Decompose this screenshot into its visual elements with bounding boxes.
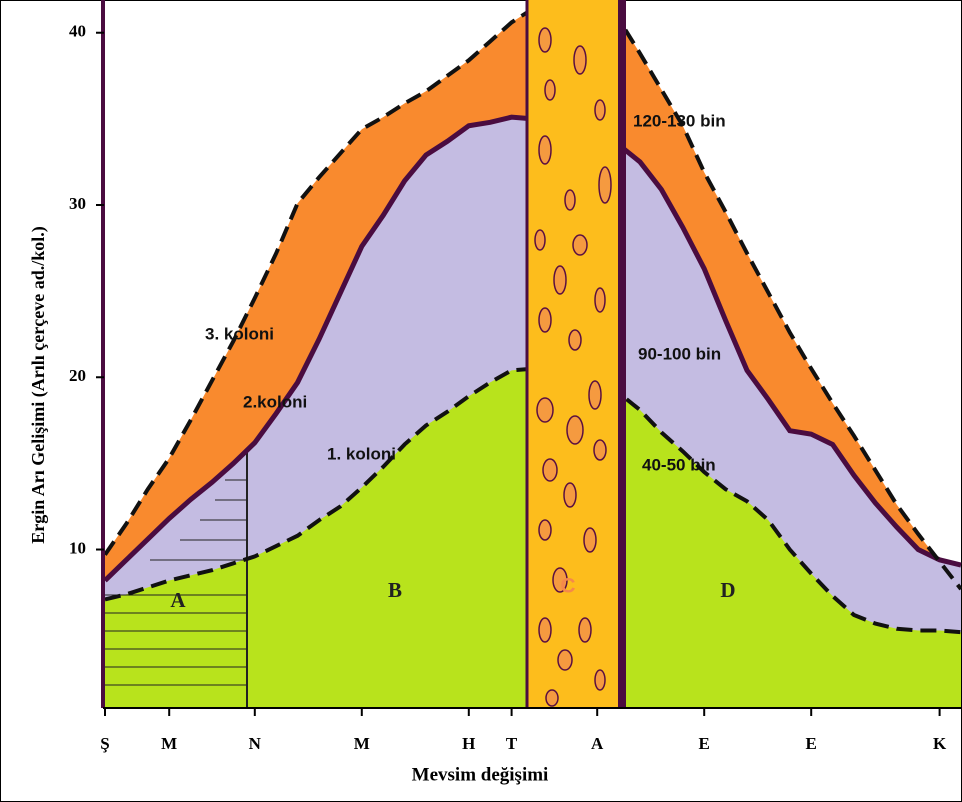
- region-label: C: [560, 575, 575, 598]
- chart: 10 20 30 40 Ş M N M H T A E E K Mevsim değişimi Ergin…: [0, 0, 962, 802]
- region-label: B: [388, 578, 402, 602]
- region-label: D: [720, 578, 735, 602]
- x-tick-label: K: [933, 734, 947, 753]
- y-tick-label: 40: [69, 22, 86, 41]
- series-label: 2.koloni: [243, 392, 307, 411]
- y-tick-label: 20: [69, 366, 86, 385]
- x-tick-label: E: [699, 734, 710, 753]
- x-tick-label: N: [249, 734, 262, 753]
- x-tick-label: H: [462, 734, 475, 753]
- y-tick-label: 30: [69, 194, 86, 213]
- x-tick-label: A: [591, 734, 604, 753]
- region-label: A: [170, 588, 186, 612]
- column-c: [527, 0, 622, 708]
- x-tick-label: M: [354, 734, 370, 753]
- annotation: 90-100 bin: [638, 344, 721, 363]
- annotation: 40-50 bin: [642, 455, 716, 474]
- series-label: 3. koloni: [205, 324, 274, 343]
- x-tick-label: M: [161, 734, 177, 753]
- x-tick-label: T: [506, 734, 518, 753]
- series-label: 1. koloni: [327, 444, 396, 463]
- x-axis-title: Mevsim değişimi: [412, 764, 549, 785]
- x-tick-label: Ş: [100, 734, 109, 753]
- x-tick-label: E: [806, 734, 817, 753]
- y-axis-title: Ergin Arı Gelişimi (Arılı çerçeve ad./ko…: [28, 226, 49, 543]
- annotation: 120-130 bin: [633, 111, 726, 130]
- y-tick-label: 10: [69, 538, 86, 557]
